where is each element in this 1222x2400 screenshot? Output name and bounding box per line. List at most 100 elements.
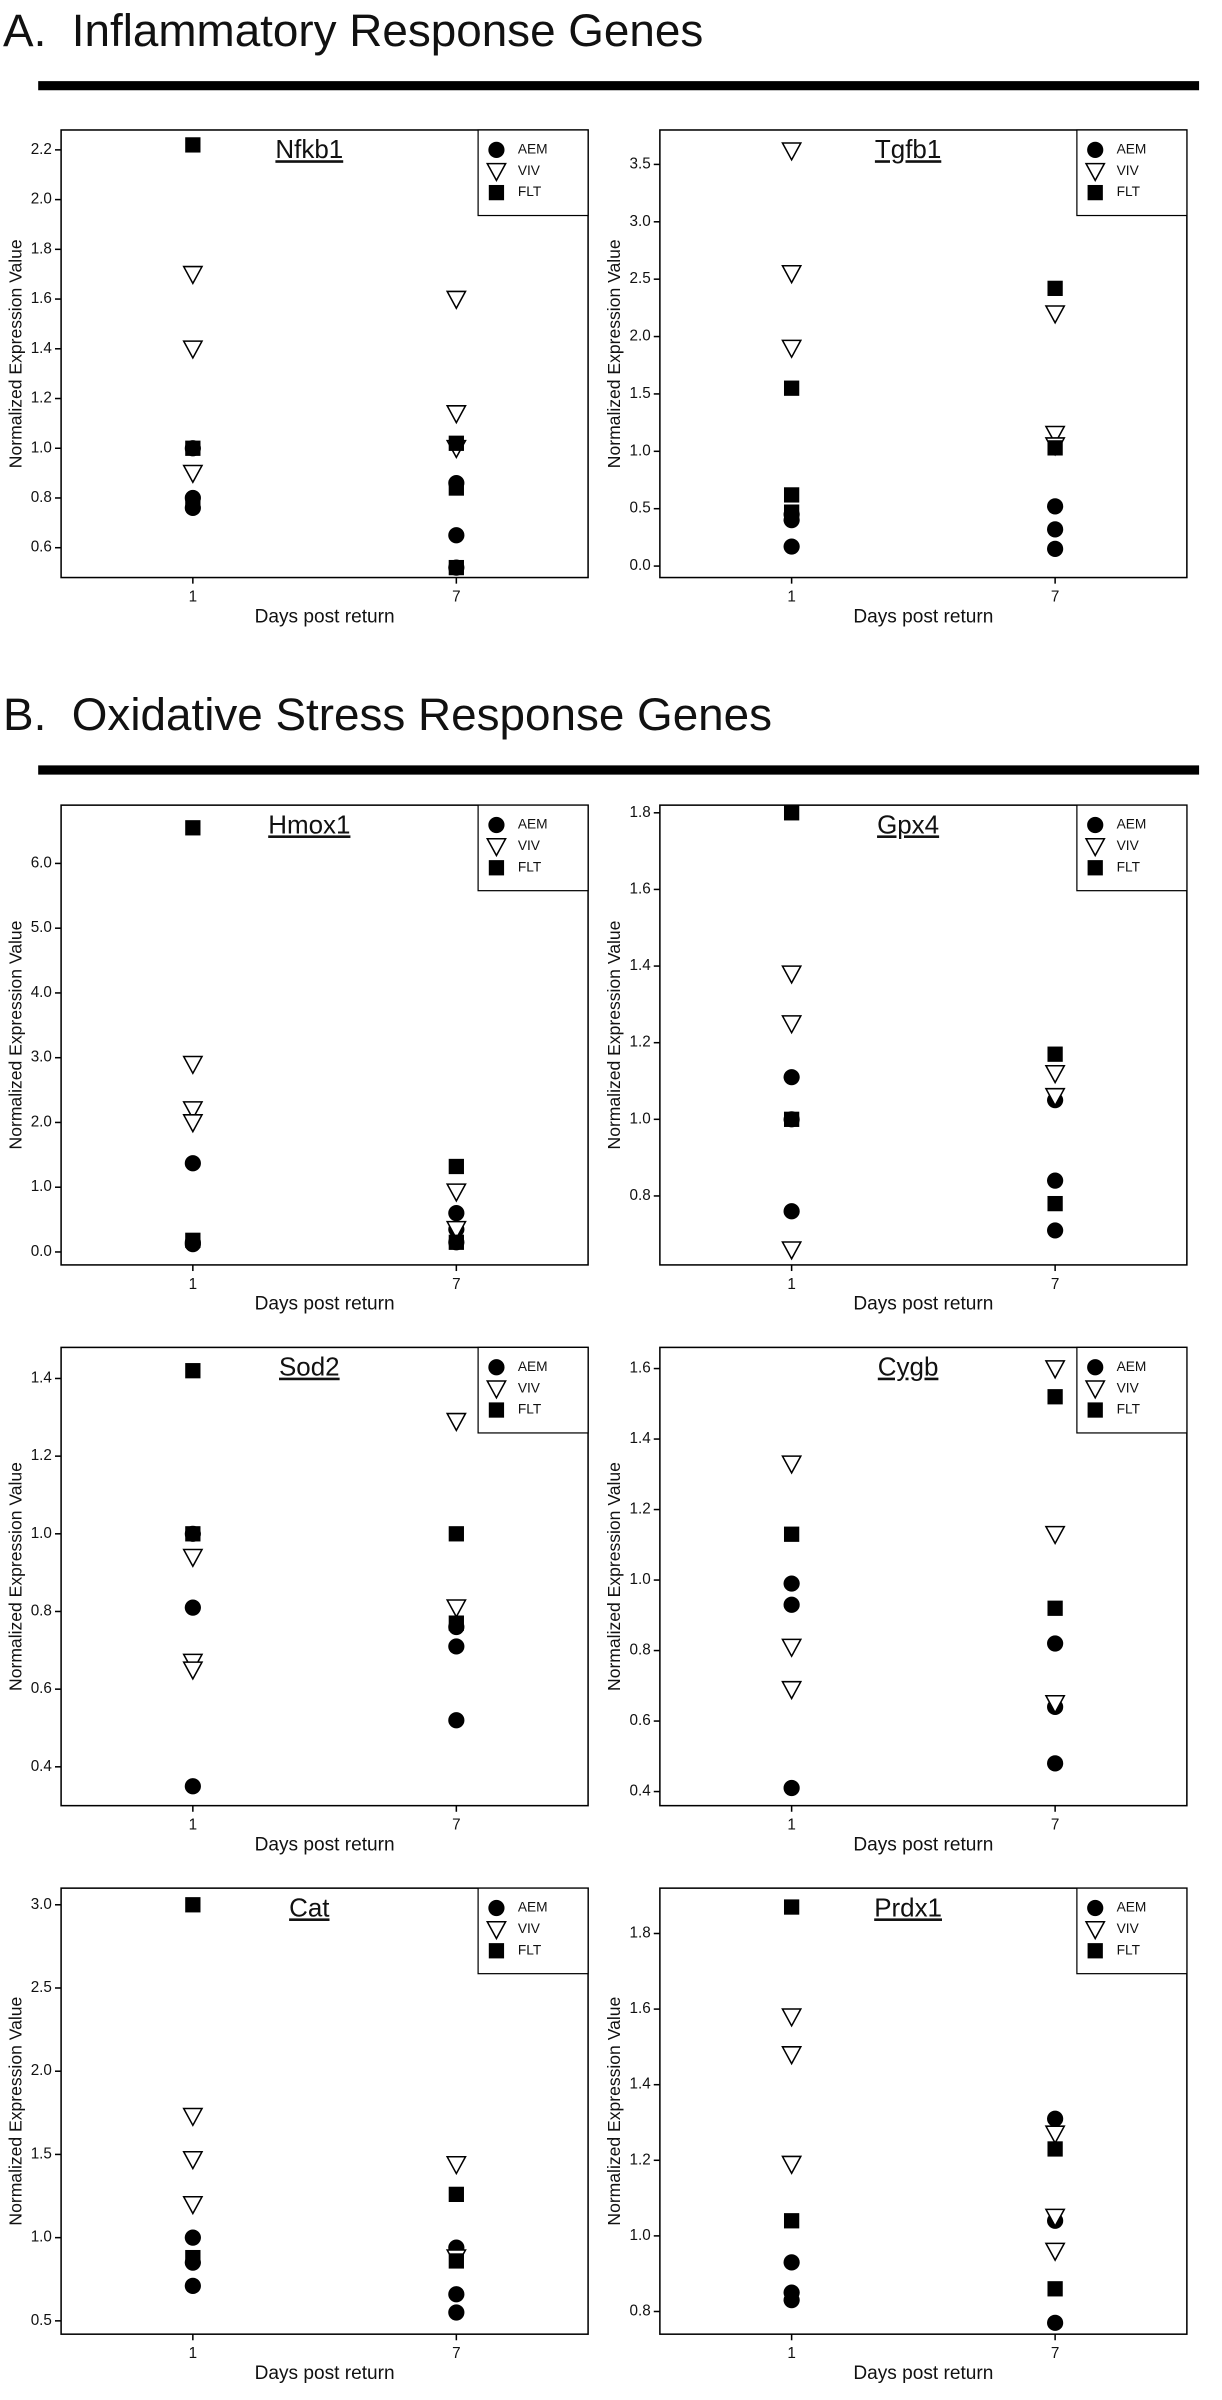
legend-marker [485,162,507,182]
point [185,440,201,456]
point [1044,425,1066,445]
x-tick-label: 1 [189,2345,197,2362]
legend-label: FLT [518,184,542,199]
y-tick-label: 0.4 [31,1758,53,1775]
legend-marker [488,1943,505,1959]
legend-label: VIV [1117,163,1140,178]
point [1047,280,1063,296]
point [1047,440,1063,456]
x-tick-label: 1 [787,1276,796,1293]
point [184,1155,201,1172]
chart-panel: Cat 0.5 1.0 1.5 2.0 2.5 3.0 1 7 Days post return N… [5,1887,589,2384]
legend-marker [1087,141,1104,158]
point [185,2249,201,2266]
x-tick-label: 1 [787,2345,796,2362]
y-tick-label: 1.6 [31,290,52,307]
y-tick-label: 2.2 [31,141,52,158]
y-tick-label: 2.5 [629,270,650,287]
point [185,1526,201,1542]
point [448,2286,465,2303]
y-tick-label: 2.0 [31,191,52,208]
y-tick-label: 1.0 [31,439,52,456]
point [1047,1600,1063,1616]
legend-marker [1087,860,1103,876]
point [448,1615,464,1631]
y-axis-label: Normalized Expression Value [5,1997,25,2226]
chart-panel: Hmox1 0.0 1.0 2.0 3.0 4.0 5.0 6.0 1 7 Days post re… [5,804,589,1315]
x-axis-label: Days post return [255,1834,395,1855]
chart-panel: Sod2 0.4 0.6 0.8 1.0 1.2 1.4 1 7 Days post return… [5,1346,589,1855]
y-tick-label: 1.5 [629,385,650,402]
legend-label: AEM [518,817,548,832]
y-tick-label: 0.8 [629,1642,650,1659]
legend-label: AEM [518,1359,548,1374]
legend-label: FLT [518,859,542,874]
chart-title: Tgfb1 [875,134,941,164]
y-tick-label: 2.0 [31,1113,52,1130]
plot-frame [659,1346,1188,1807]
chart-panel: Gpx4 0.8 1.0 1.2 1.4 1.6 1.8 1 7 Days post return… [604,804,1188,1315]
point [182,265,204,285]
legend-label: FLT [1117,184,1141,199]
y-tick-label: 1.4 [629,2076,651,2093]
y-axis-label: Normalized Expression Value [604,1462,624,1691]
point [783,1111,800,1127]
y-tick-label: 0.8 [629,2303,650,2320]
legend-marker [485,837,507,858]
x-axis-label: Days post return [853,1294,993,1315]
point [1047,2281,1063,2297]
y-tick-label: 1.2 [629,1034,650,1051]
y-tick-label: 1.0 [31,1525,52,1542]
y-tick-label: 0.8 [31,489,52,506]
legend-label: VIV [518,1921,541,1936]
point [448,480,464,496]
point [1047,540,1064,557]
legend-label: FLT [518,1942,542,1957]
point [448,1526,464,1542]
point [182,2195,204,2216]
point [184,1599,201,1616]
point [182,464,204,484]
point [783,805,800,821]
chart-title: Cat [289,1892,330,1922]
point [783,1596,800,1613]
point [783,504,800,520]
point [1044,2208,1066,2228]
point [445,405,467,425]
legend-label: AEM [518,141,548,156]
y-tick-label: 1.8 [31,240,52,257]
y-tick-label: 1.8 [629,1925,650,1942]
legend-label: VIV [1117,1380,1140,1395]
point [182,1055,204,1075]
point [783,487,800,503]
point [448,2304,465,2321]
point [783,1575,800,1592]
legend-marker [488,184,505,201]
x-axis-label: Days post return [853,606,993,627]
point [448,1638,465,1655]
point [1047,1172,1064,1189]
y-tick-label: 1.0 [31,2229,52,2246]
point [1047,2141,1063,2157]
legend-label: VIV [518,163,541,178]
point [783,380,800,396]
point [783,2292,800,2309]
legend-label: AEM [518,1900,548,1915]
y-axis-label: Normalized Expression Value [5,239,25,468]
y-tick-label: 1.0 [31,1178,52,1195]
y-tick-label: 1.8 [629,804,650,821]
y-tick-label: 0.5 [629,500,650,517]
x-tick-label: 7 [452,2345,460,2362]
chart-title: Nfkb1 [275,134,343,164]
y-tick-label: 1.4 [629,1430,651,1447]
x-axis-label: Days post return [255,606,395,627]
plot-frame [659,804,1188,1266]
y-tick-label: 1.0 [629,2227,650,2244]
y-tick-label: 0.0 [31,1243,52,1260]
point [182,1661,204,1681]
point [185,137,201,153]
point [1044,305,1066,325]
x-axis-label: Days post return [853,1834,993,1855]
y-tick-label: 1.5 [31,2145,52,2162]
